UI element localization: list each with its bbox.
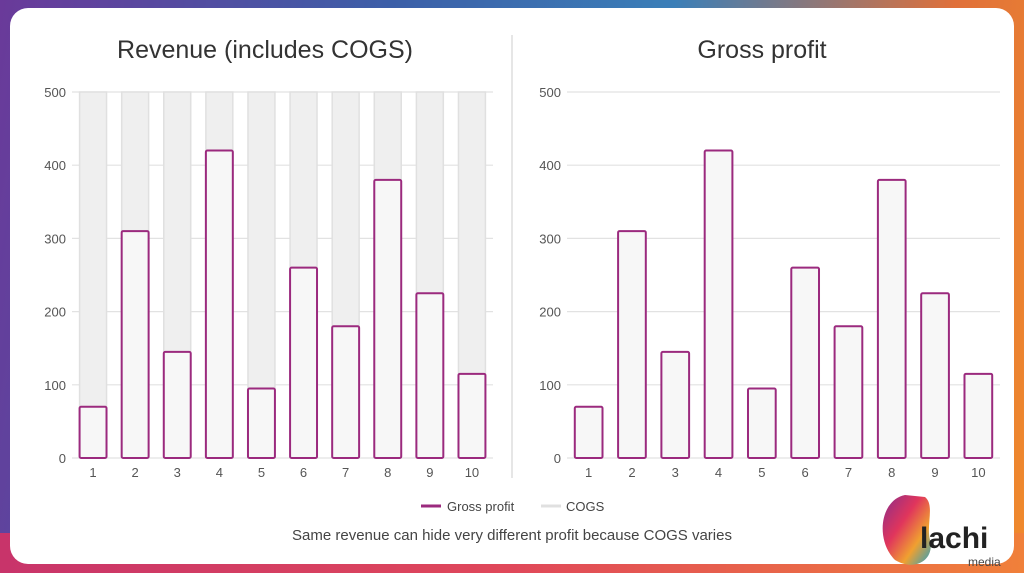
x-tick-label: 3 [672, 465, 679, 480]
revenue-chart: Revenue (includes COGS) 0 100 200 300 400 500… [44, 36, 493, 480]
x-tick-label: 3 [174, 465, 181, 480]
gross-profit-bar [162, 350, 192, 459]
gross-profit-bar [833, 325, 864, 459]
cogs-bar [331, 91, 360, 327]
x-tick-label: 10 [971, 465, 985, 480]
legend: Gross profit COGS [421, 499, 605, 514]
y-tick-label: 100 [539, 378, 561, 393]
chart-title: Gross profit [697, 36, 826, 64]
legend-label-cogs: COGS [566, 499, 605, 514]
legend-label-gross-profit: Gross profit [447, 499, 515, 514]
gross-profit-chart: Gross profit 0 100 200 300 400 500 1 2 3 4 5 6 7 8 9 10 [539, 36, 1000, 480]
gross-profit-bar [573, 405, 604, 460]
y-tick-label: 0 [59, 451, 66, 466]
x-tick-label: 2 [628, 465, 635, 480]
gross-profit-bar [963, 372, 994, 460]
x-tick-label: 4 [216, 465, 223, 480]
svg-text:lachi: lachi [920, 522, 988, 555]
gross-profit-bar [415, 292, 445, 459]
cogs-bar [373, 91, 402, 181]
cogs-bar [457, 91, 487, 375]
cogs-bar [247, 91, 276, 390]
y-tick-label: 200 [44, 305, 66, 320]
gross-profit-bar [204, 149, 234, 459]
y-tick-label: 400 [539, 158, 561, 173]
x-tick-label: 9 [931, 465, 938, 480]
svg-text:media: media [968, 555, 1001, 569]
x-tick-label: 7 [342, 465, 349, 480]
x-tick-label: 6 [300, 465, 307, 480]
cogs-bar [163, 91, 192, 353]
gross-profit-bar [876, 178, 907, 459]
x-tick-label: 7 [845, 465, 852, 480]
gross-profit-bar [457, 372, 487, 460]
x-tick-label: 2 [132, 465, 139, 480]
chart-title: Revenue (includes COGS) [117, 36, 413, 64]
x-tick-label: 6 [802, 465, 809, 480]
lachi-media-logo: lachi media [882, 495, 1001, 569]
gross-profit-bar [373, 178, 403, 459]
gross-profit-bar [660, 350, 691, 459]
cogs-bar [78, 91, 108, 408]
gross-profit-bar [120, 230, 150, 459]
gross-profit-bar [617, 230, 647, 459]
cogs-bar [120, 91, 150, 232]
caption: Same revenue can hide very different pro… [292, 527, 732, 544]
y-tick-label: 500 [44, 85, 66, 100]
cogs-bar [205, 91, 234, 152]
gross-profit-bar [78, 405, 108, 460]
y-tick-label: 0 [554, 451, 561, 466]
x-tick-label: 1 [585, 465, 592, 480]
x-tick-label: 10 [465, 465, 479, 480]
cogs-bar [289, 91, 318, 269]
x-tick-label: 5 [758, 465, 765, 480]
x-tick-label: 9 [426, 465, 433, 480]
gross-profit-bar [746, 387, 777, 459]
x-tick-label: 8 [888, 465, 895, 480]
gross-profit-bar [331, 325, 361, 459]
cogs-bar [415, 91, 445, 295]
gross-profit-bar [790, 266, 821, 459]
y-tick-label: 200 [539, 305, 561, 320]
x-tick-label: 5 [258, 465, 265, 480]
y-tick-label: 100 [44, 378, 66, 393]
y-tick-label: 300 [44, 231, 66, 246]
y-tick-label: 400 [44, 158, 66, 173]
gross-profit-bar [703, 149, 734, 459]
x-tick-label: 8 [384, 465, 391, 480]
x-tick-label: 4 [715, 465, 722, 480]
gross-profit-bar [246, 387, 276, 459]
y-tick-label: 500 [539, 85, 561, 100]
y-tick-label: 300 [539, 231, 561, 246]
x-tick-label: 1 [89, 465, 96, 480]
gross-profit-bar [920, 292, 950, 459]
gross-profit-bar [289, 266, 319, 459]
